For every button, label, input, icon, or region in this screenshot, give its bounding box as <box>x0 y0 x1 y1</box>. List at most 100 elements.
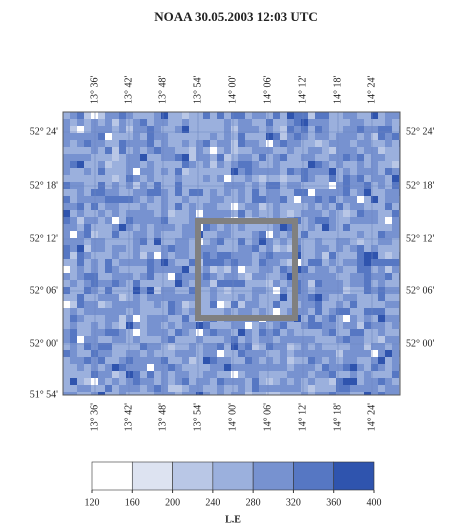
map-cell <box>105 301 112 308</box>
map-cell <box>350 196 357 203</box>
map-cell <box>189 357 196 364</box>
map-cell <box>280 245 287 252</box>
top-label: 14° 00' <box>227 76 238 104</box>
map-cell <box>378 133 385 140</box>
map-cell <box>119 322 126 329</box>
map-cell <box>77 147 84 154</box>
map-cell <box>154 182 161 189</box>
map-cell <box>84 301 91 308</box>
map-cell <box>245 378 252 385</box>
map-cell <box>140 308 147 315</box>
map-cell <box>217 273 224 280</box>
map-cell <box>203 182 210 189</box>
map-cell <box>322 175 329 182</box>
map-cell <box>301 294 308 301</box>
map-cell <box>336 378 343 385</box>
map-cell <box>161 245 168 252</box>
map-cell <box>266 196 273 203</box>
map-cell <box>385 287 392 294</box>
map-cell <box>280 203 287 210</box>
map-cell <box>189 266 196 273</box>
map-cell <box>315 245 322 252</box>
map-cell <box>168 385 175 392</box>
map-cell <box>182 350 189 357</box>
map-cell <box>280 140 287 147</box>
map-cell <box>294 203 301 210</box>
map-cell <box>273 371 280 378</box>
map-cell <box>392 161 399 168</box>
map-cell <box>161 336 168 343</box>
map-cell <box>175 119 182 126</box>
map-cell <box>364 203 371 210</box>
map-cell <box>259 266 266 273</box>
map-cell <box>350 259 357 266</box>
map-cell <box>210 350 217 357</box>
map-cell <box>91 259 98 266</box>
map-cell <box>98 168 105 175</box>
map-cell <box>336 161 343 168</box>
map-cell <box>196 140 203 147</box>
map-cell <box>224 245 231 252</box>
map-cell <box>70 315 77 322</box>
map-cell <box>245 294 252 301</box>
map-cell <box>350 147 357 154</box>
map-cell <box>357 322 364 329</box>
map-cell <box>182 119 189 126</box>
map-cell <box>147 329 154 336</box>
map-cell <box>287 112 294 119</box>
map-cell <box>252 168 259 175</box>
map-cell <box>210 133 217 140</box>
map-cell <box>287 168 294 175</box>
map-cell <box>210 259 217 266</box>
map-cell <box>147 280 154 287</box>
map-cell <box>357 329 364 336</box>
map-cell <box>364 322 371 329</box>
map-cell <box>84 168 91 175</box>
map-cell <box>161 301 168 308</box>
map-cell <box>238 266 245 273</box>
map-cell <box>203 329 210 336</box>
map-cell <box>392 112 399 119</box>
map-cell <box>322 357 329 364</box>
map-cell <box>168 168 175 175</box>
map-cell <box>266 112 273 119</box>
map-cell <box>63 322 70 329</box>
map-cell <box>84 119 91 126</box>
map-cell <box>84 175 91 182</box>
map-cell <box>329 196 336 203</box>
map-cell <box>378 322 385 329</box>
map-cell <box>336 154 343 161</box>
map-cell <box>63 147 70 154</box>
map-cell <box>266 175 273 182</box>
map-cell <box>196 378 203 385</box>
map-cell <box>336 308 343 315</box>
map-cell <box>315 224 322 231</box>
map-cell <box>189 133 196 140</box>
map-cell <box>154 112 161 119</box>
map-cell <box>140 245 147 252</box>
map-cell <box>112 203 119 210</box>
map-cell <box>189 301 196 308</box>
map-cell <box>126 245 133 252</box>
map-cell <box>217 231 224 238</box>
map-cell <box>126 336 133 343</box>
map-cell <box>91 287 98 294</box>
map-cell <box>210 161 217 168</box>
map-cell <box>77 119 84 126</box>
map-cell <box>392 245 399 252</box>
map-cell <box>224 210 231 217</box>
map-cell <box>273 196 280 203</box>
map-cell <box>133 133 140 140</box>
map-cell <box>245 280 252 287</box>
map-cell <box>147 175 154 182</box>
map-cell <box>182 336 189 343</box>
map-cell <box>336 119 343 126</box>
map-cell <box>161 371 168 378</box>
map-cell <box>336 133 343 140</box>
map-cell <box>273 273 280 280</box>
map-cell <box>301 364 308 371</box>
map-cell <box>175 350 182 357</box>
map-cell <box>91 224 98 231</box>
map-cell <box>294 196 301 203</box>
map-cell <box>385 357 392 364</box>
